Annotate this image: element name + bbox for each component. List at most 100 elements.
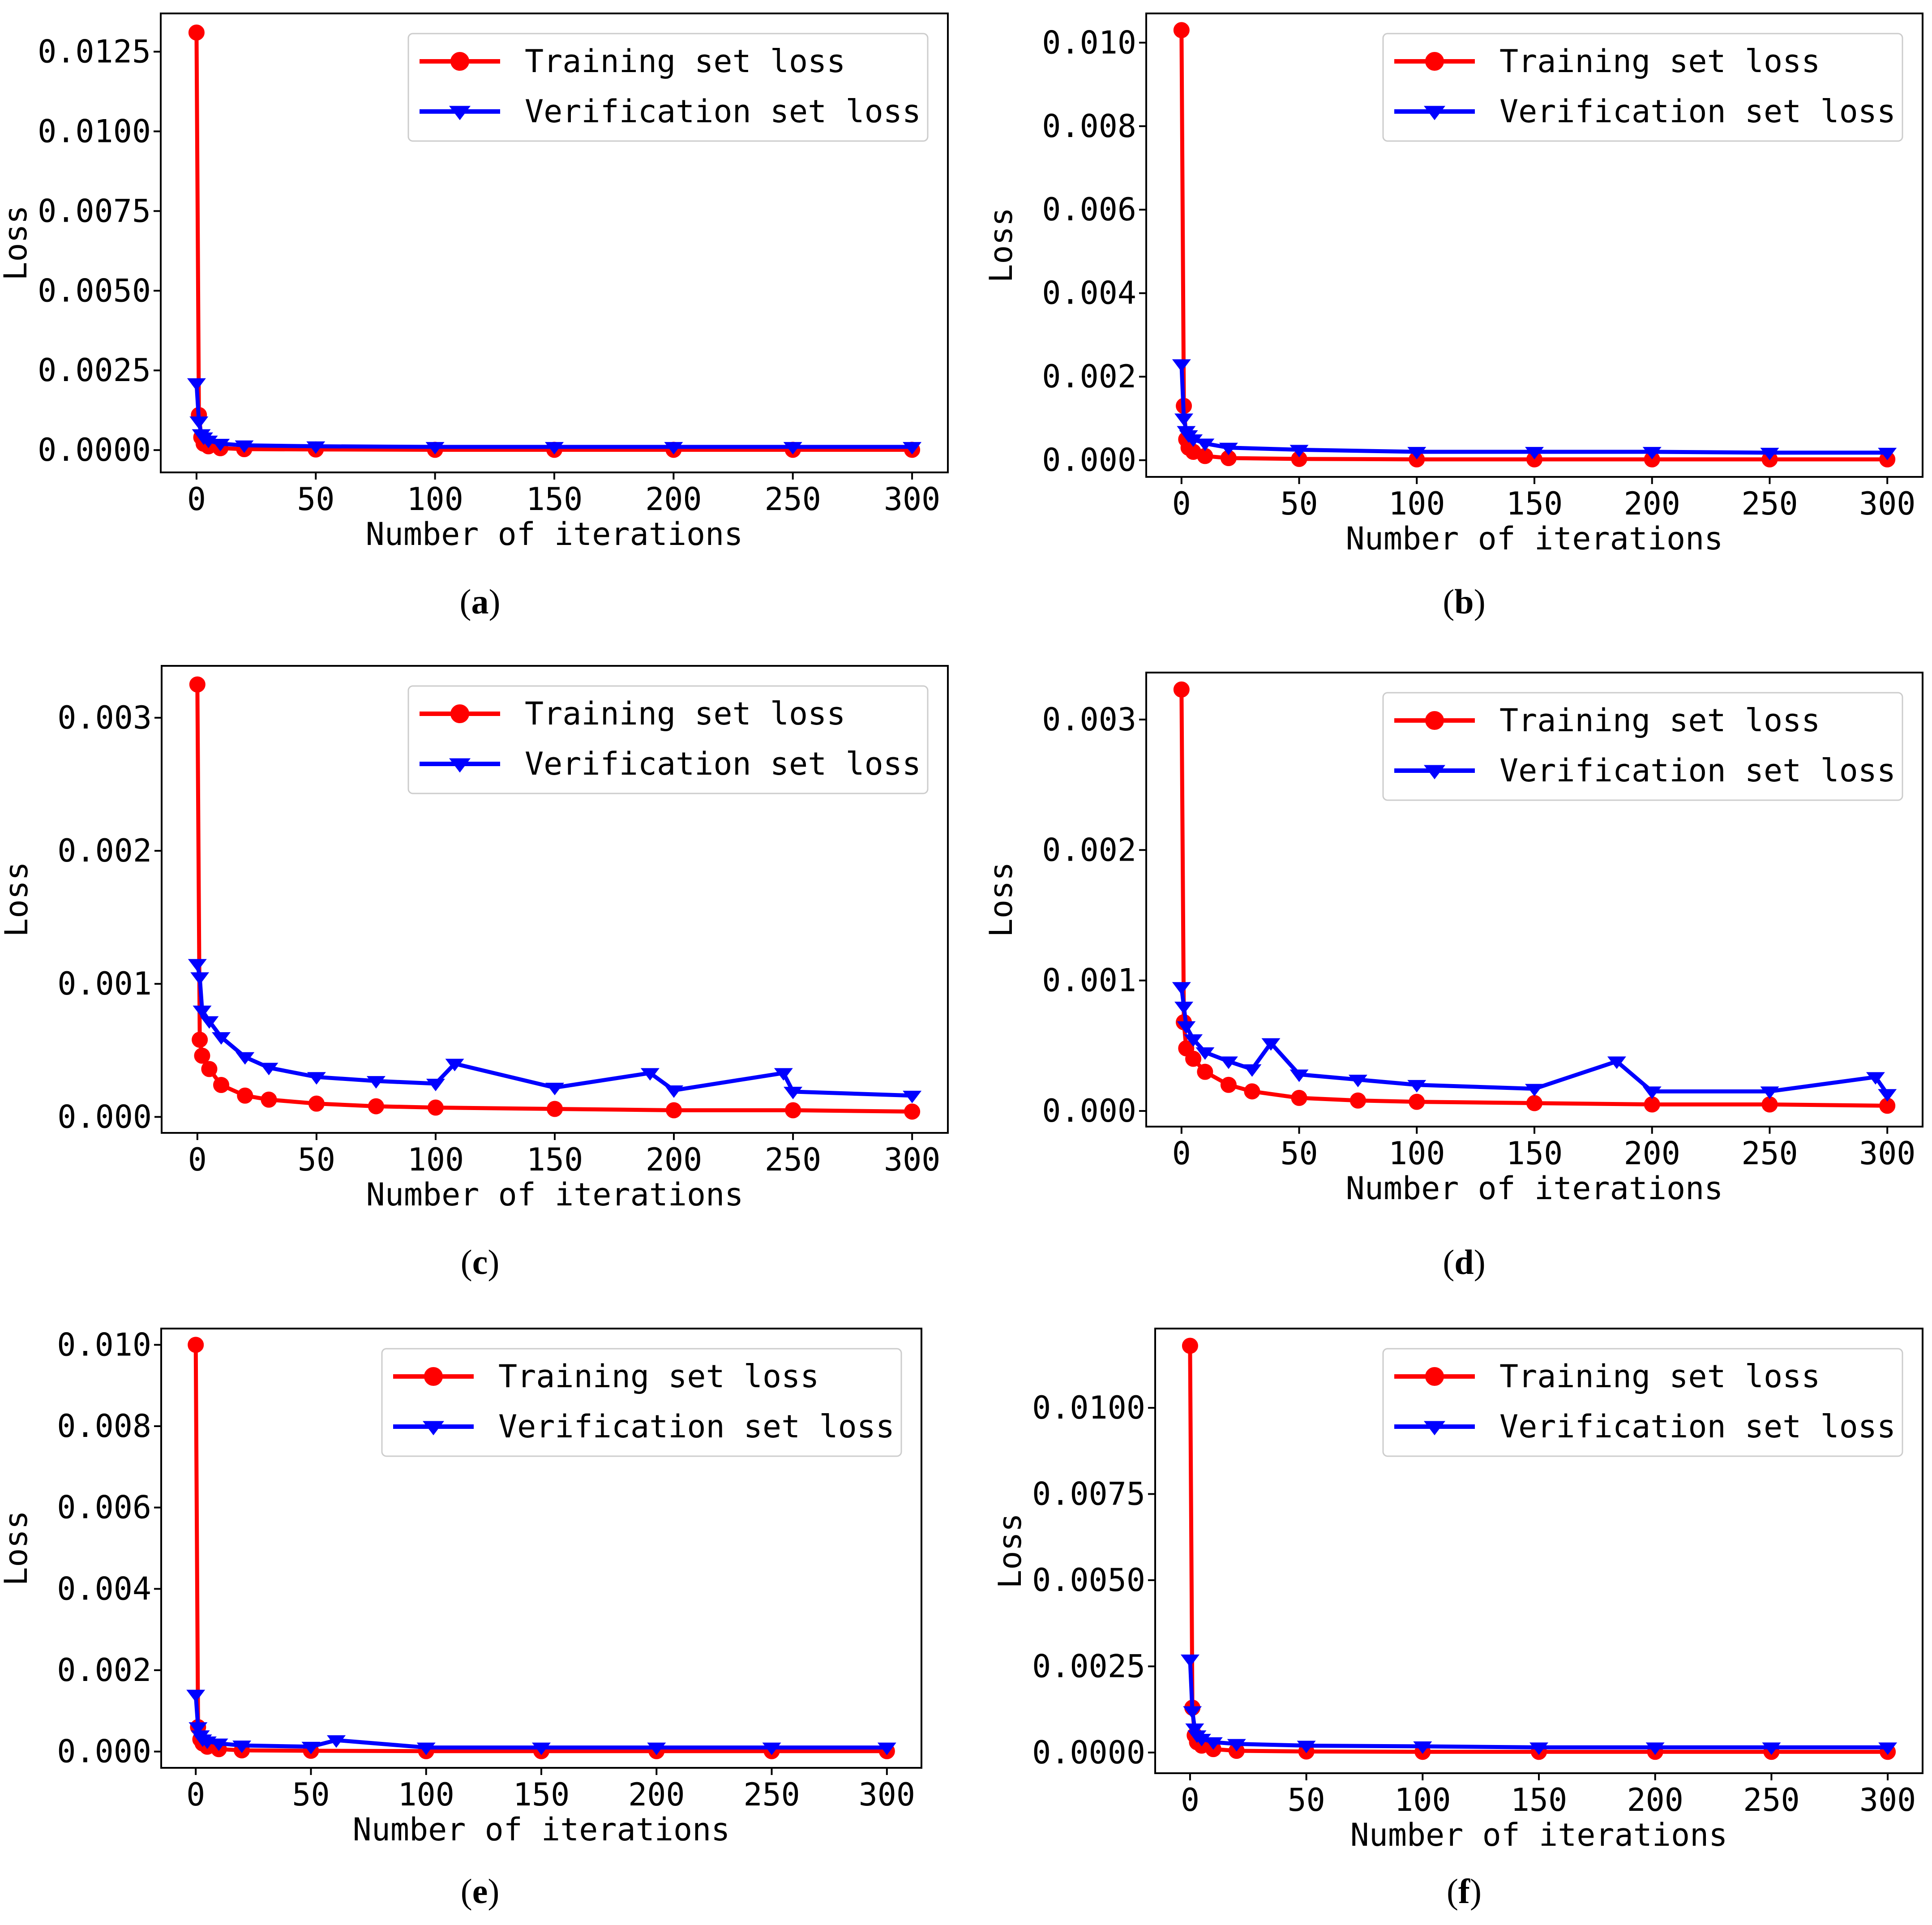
y-axis-title: Loss bbox=[992, 1513, 1028, 1589]
legend-label-verification: Verification set loss bbox=[525, 746, 921, 782]
verification-series bbox=[187, 378, 922, 455]
y-tick-label: 0.003 bbox=[1042, 701, 1136, 738]
training-point bbox=[1526, 1095, 1542, 1111]
x-tick-label: 200 bbox=[1624, 1135, 1680, 1172]
caption-paren-open: ( bbox=[461, 1872, 472, 1911]
caption-letter: c bbox=[472, 1243, 488, 1282]
training-point bbox=[1182, 1338, 1198, 1354]
caption-letter: f bbox=[1458, 1872, 1470, 1911]
data-layer bbox=[1172, 22, 1897, 467]
x-tick-label: 50 bbox=[292, 1776, 330, 1813]
x-tick-label: 250 bbox=[1743, 1782, 1799, 1818]
x-tick-label: 0 bbox=[186, 1776, 205, 1813]
verification-point bbox=[1242, 1064, 1262, 1077]
chart-panel-b: 0 50 100 150 200 250 300 0.000 0.002 0.004 0.006 0.… bbox=[983, 13, 1923, 621]
y-tick-label: 0.010 bbox=[1042, 24, 1136, 61]
verification-point bbox=[1878, 1089, 1897, 1102]
legend: Training set loss Verification set loss bbox=[407, 33, 929, 142]
caption-paren-close: ) bbox=[1474, 1243, 1486, 1282]
y-tick-label: 0.0100 bbox=[1032, 1389, 1145, 1426]
legend-marker bbox=[449, 758, 471, 773]
x-axis-title: Number of iterations bbox=[353, 1811, 730, 1848]
training-point bbox=[1409, 1093, 1425, 1110]
y-tick-label: 0.008 bbox=[57, 1408, 151, 1445]
legend-box bbox=[381, 1348, 902, 1457]
legend-marker bbox=[1423, 1421, 1446, 1436]
verification-point bbox=[1227, 1739, 1246, 1752]
verification-point bbox=[1177, 1021, 1196, 1034]
verification-point bbox=[1413, 1741, 1432, 1754]
y-tick-label: 0.002 bbox=[1042, 358, 1136, 395]
verification-point bbox=[188, 1722, 208, 1735]
training-point bbox=[189, 676, 206, 693]
verification-point bbox=[235, 440, 254, 453]
x-tick-label: 300 bbox=[884, 481, 940, 518]
data-layer bbox=[186, 1337, 896, 1759]
y-tick-label: 0.004 bbox=[57, 1570, 151, 1607]
verification-point bbox=[190, 972, 210, 985]
x-tick-label: 300 bbox=[884, 1141, 940, 1178]
caption-letter: d bbox=[1454, 1243, 1474, 1282]
x-tick-label: 200 bbox=[1624, 485, 1680, 522]
verification-line bbox=[193, 1693, 889, 1750]
training-point bbox=[308, 1095, 325, 1112]
x-axis-title: Number of iterations bbox=[366, 1176, 744, 1213]
verification-point bbox=[1525, 1084, 1544, 1097]
y-tick-label: 0.002 bbox=[57, 832, 152, 869]
verification-point bbox=[1878, 1742, 1898, 1755]
verification-point bbox=[366, 1076, 386, 1089]
verification-point bbox=[209, 1738, 228, 1751]
verification-point bbox=[877, 1742, 896, 1755]
x-tick-label: 0 bbox=[1181, 1782, 1199, 1818]
x-tick-label: 200 bbox=[1627, 1782, 1683, 1818]
verification-point bbox=[774, 1068, 793, 1081]
legend-box bbox=[407, 33, 929, 142]
legend-label-training: Training set loss bbox=[498, 1358, 819, 1395]
training-point bbox=[261, 1091, 277, 1108]
training-series bbox=[189, 676, 921, 1120]
x-tick-label: 250 bbox=[1741, 1135, 1798, 1172]
training-point bbox=[1291, 1089, 1307, 1106]
y-axis-title: Loss bbox=[0, 205, 34, 281]
x-tick-label: 300 bbox=[859, 1776, 915, 1813]
x-axis-title: Number of iterations bbox=[1346, 520, 1723, 557]
training-point bbox=[237, 1087, 253, 1104]
caption-paren-close: ) bbox=[489, 582, 501, 621]
legend-box bbox=[1382, 33, 1903, 142]
x-tick-label: 0 bbox=[1172, 485, 1191, 522]
legend-marker bbox=[1423, 765, 1446, 780]
legend-marker bbox=[422, 1421, 445, 1436]
data-layer bbox=[1172, 681, 1897, 1114]
panel-caption: (d) bbox=[1443, 1243, 1485, 1282]
training-point bbox=[904, 1103, 921, 1120]
y-tick-label: 0.0075 bbox=[1032, 1475, 1145, 1512]
verification-series bbox=[1180, 1655, 1898, 1755]
verification-point bbox=[1760, 1086, 1779, 1099]
training-point bbox=[192, 1031, 208, 1048]
y-tick-label: 0.0125 bbox=[38, 33, 151, 70]
y-tick-label: 0.002 bbox=[57, 1652, 151, 1689]
x-tick-label: 250 bbox=[743, 1776, 800, 1813]
chart-panel-d: 0 50 100 150 200 250 300 0.000 0.001 0.002 0.003 Nu… bbox=[983, 672, 1923, 1282]
legend-label-training: Training set loss bbox=[525, 695, 845, 732]
legend-box bbox=[1382, 1348, 1903, 1457]
verification-point bbox=[186, 1689, 206, 1702]
x-tick-label: 150 bbox=[1506, 1135, 1563, 1172]
legend-marker bbox=[1425, 1367, 1444, 1386]
legend-box bbox=[1382, 692, 1903, 801]
verification-point bbox=[640, 1068, 660, 1081]
x-tick-label: 100 bbox=[1388, 1135, 1445, 1172]
panel-caption: (e) bbox=[461, 1872, 500, 1911]
caption-letter: a bbox=[471, 582, 489, 621]
x-tick-label: 100 bbox=[1394, 1782, 1451, 1818]
legend-marker bbox=[1425, 52, 1444, 71]
verification-point bbox=[762, 1742, 781, 1755]
x-tick-label: 50 bbox=[297, 481, 334, 518]
caption-paren-open: ( bbox=[1447, 1872, 1458, 1911]
training-point bbox=[188, 1337, 204, 1353]
x-tick-label: 250 bbox=[765, 1141, 821, 1178]
verification-point bbox=[903, 442, 922, 455]
legend-label-verification: Verification set loss bbox=[1499, 752, 1896, 789]
verification-point bbox=[259, 1063, 278, 1076]
